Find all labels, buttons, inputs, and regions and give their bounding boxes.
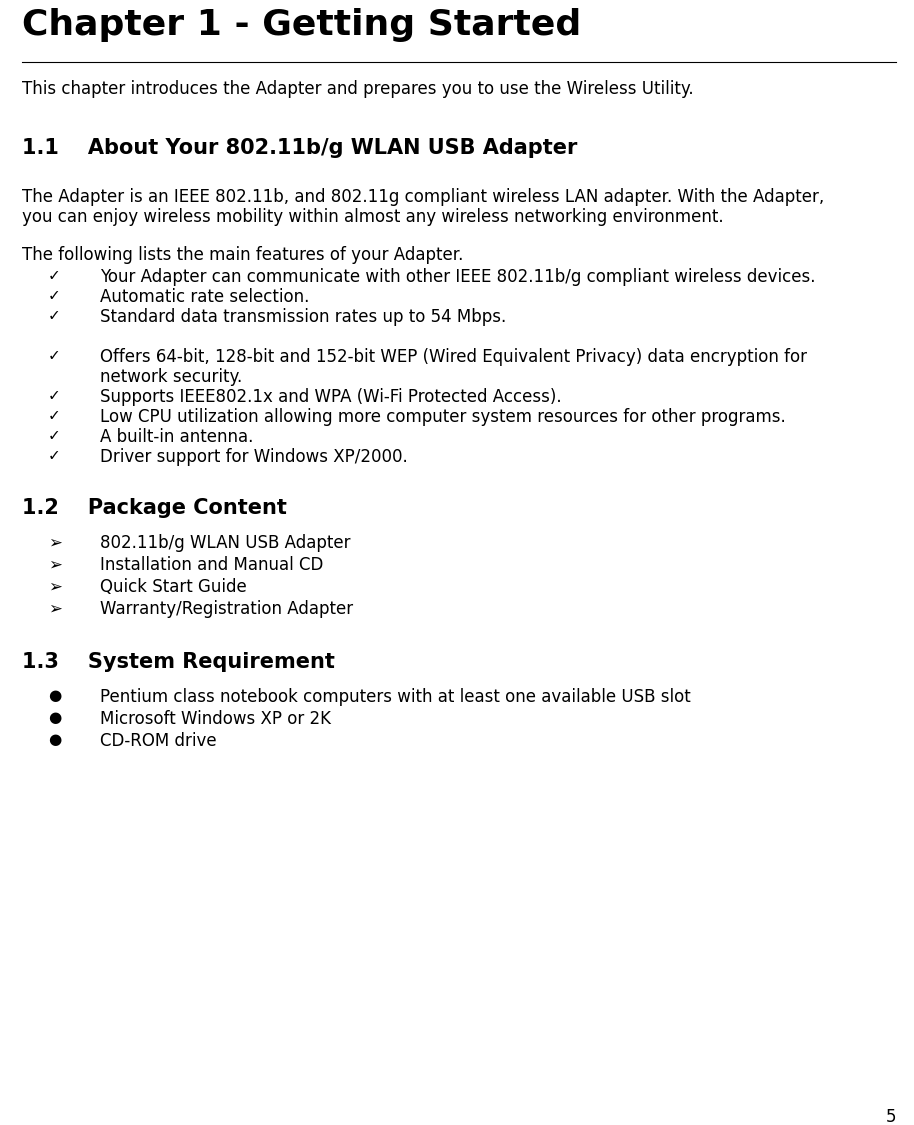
Text: 802.11b/g WLAN USB Adapter: 802.11b/g WLAN USB Adapter — [100, 534, 350, 552]
Text: ➢: ➢ — [48, 600, 62, 618]
Text: ●: ● — [48, 710, 61, 724]
Text: ✓: ✓ — [48, 408, 60, 423]
Text: Automatic rate selection.: Automatic rate selection. — [100, 288, 309, 306]
Text: CD-ROM drive: CD-ROM drive — [100, 732, 217, 750]
Text: ✓: ✓ — [48, 388, 60, 403]
Text: ✓: ✓ — [48, 348, 60, 363]
Text: 1.2    Package Content: 1.2 Package Content — [22, 498, 287, 518]
Text: network security.: network security. — [100, 368, 242, 386]
Text: This chapter introduces the Adapter and prepares you to use the Wireless Utility: This chapter introduces the Adapter and … — [22, 80, 694, 98]
Text: Microsoft Windows XP or 2K: Microsoft Windows XP or 2K — [100, 710, 331, 728]
Text: you can enjoy wireless mobility within almost any wireless networking environmen: you can enjoy wireless mobility within a… — [22, 208, 724, 226]
Text: ✓: ✓ — [48, 448, 60, 463]
Text: Warranty/Registration Adapter: Warranty/Registration Adapter — [100, 600, 353, 618]
Text: Quick Start Guide: Quick Start Guide — [100, 578, 247, 596]
Text: 1.3    System Requirement: 1.3 System Requirement — [22, 652, 335, 672]
Text: The Adapter is an IEEE 802.11b, and 802.11g compliant wireless LAN adapter. With: The Adapter is an IEEE 802.11b, and 802.… — [22, 188, 824, 206]
Text: Pentium class notebook computers with at least one available USB slot: Pentium class notebook computers with at… — [100, 688, 691, 706]
Text: ✓: ✓ — [48, 428, 60, 443]
Text: ✓: ✓ — [48, 308, 60, 323]
Text: Supports IEEE802.1x and WPA (Wi-Fi Protected Access).: Supports IEEE802.1x and WPA (Wi-Fi Prote… — [100, 388, 561, 406]
Text: Chapter 1 - Getting Started: Chapter 1 - Getting Started — [22, 8, 581, 42]
Text: ●: ● — [48, 732, 61, 747]
Text: ➢: ➢ — [48, 556, 62, 574]
Text: A built-in antenna.: A built-in antenna. — [100, 428, 253, 446]
Text: Low CPU utilization allowing more computer system resources for other programs.: Low CPU utilization allowing more comput… — [100, 408, 786, 426]
Text: Offers 64-bit, 128-bit and 152-bit WEP (Wired Equivalent Privacy) data encryptio: Offers 64-bit, 128-bit and 152-bit WEP (… — [100, 348, 807, 366]
Text: 1.1    About Your 802.11b/g WLAN USB Adapter: 1.1 About Your 802.11b/g WLAN USB Adapte… — [22, 138, 578, 158]
Text: ✓: ✓ — [48, 268, 60, 284]
Text: ➢: ➢ — [48, 578, 62, 596]
Text: ➢: ➢ — [48, 534, 62, 552]
Text: Installation and Manual CD: Installation and Manual CD — [100, 556, 324, 574]
Text: Standard data transmission rates up to 54 Mbps.: Standard data transmission rates up to 5… — [100, 308, 506, 326]
Text: 5: 5 — [886, 1108, 896, 1125]
Text: ●: ● — [48, 688, 61, 703]
Text: ✓: ✓ — [48, 288, 60, 303]
Text: Your Adapter can communicate with other IEEE 802.11b/g compliant wireless device: Your Adapter can communicate with other … — [100, 268, 815, 286]
Text: The following lists the main features of your Adapter.: The following lists the main features of… — [22, 246, 463, 264]
Text: Driver support for Windows XP/2000.: Driver support for Windows XP/2000. — [100, 448, 408, 466]
